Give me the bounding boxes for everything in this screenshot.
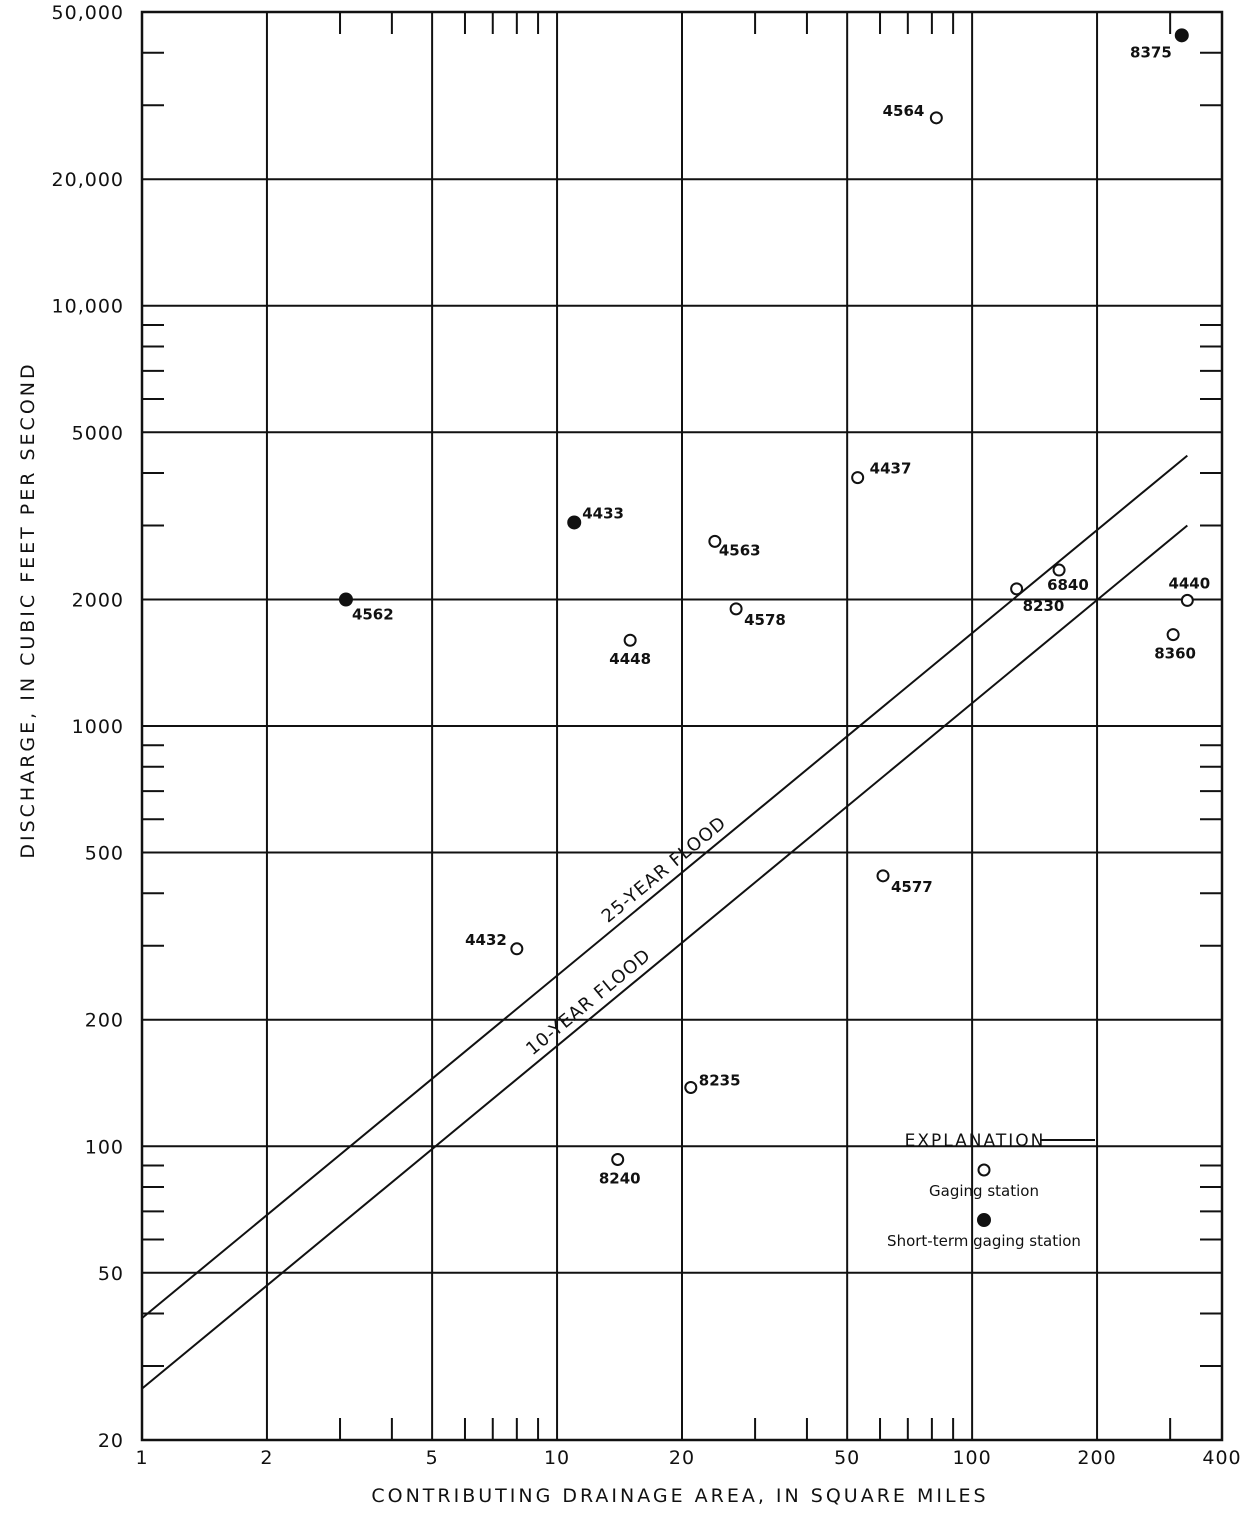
point-label: 8375 [1130, 43, 1172, 61]
y-tick-label: 5000 [72, 422, 124, 444]
x-tick-label: 50 [834, 1447, 860, 1469]
flood-line [141, 454, 1188, 1319]
x-tick-label: 10 [544, 1447, 570, 1469]
flood-line-label: 25-YEAR FLOOD [598, 812, 731, 927]
legend-title: EXPLANATION [905, 1131, 1046, 1151]
point-label: 8230 [1023, 597, 1065, 615]
y-axis-title: DISCHARGE, IN CUBIC FEET PER SECOND [17, 361, 39, 858]
x-tick-label: 20 [669, 1447, 695, 1469]
legend-marker-open [977, 1163, 991, 1177]
point-label: 4437 [870, 460, 912, 478]
flood-line-label: 10-YEAR FLOOD [522, 945, 655, 1060]
legend-item-label: Gaging station [929, 1182, 1039, 1200]
gaging-station-point [1010, 582, 1024, 596]
legend-item-label: Short-term gaging station [887, 1232, 1081, 1250]
point-label: 8235 [699, 1071, 741, 1089]
legend: EXPLANATION Gaging station Short-term gagi… [887, 1131, 1095, 1250]
gaging-station-point [684, 1080, 698, 1094]
gaging-station-point [876, 869, 890, 883]
x-tick-label: 2 [260, 1447, 273, 1469]
x-tick-label: 100 [952, 1447, 991, 1469]
x-tick-label: 400 [1202, 1447, 1241, 1469]
short-term-station-point [1174, 28, 1189, 43]
x-tick-label: 200 [1077, 1447, 1116, 1469]
legend-marker-filled [977, 1213, 991, 1227]
y-tick-label: 2000 [72, 589, 124, 611]
gaging-station-point [1166, 628, 1180, 642]
point-label: 4564 [883, 102, 925, 120]
y-tick-label: 100 [85, 1136, 124, 1158]
x-tick-label: 1 [135, 1447, 148, 1469]
y-tick-label: 10,000 [52, 296, 124, 318]
gaging-station-point [611, 1152, 625, 1166]
point-label: 4448 [609, 650, 651, 668]
point-label: 4577 [891, 878, 933, 896]
tick-labels: 1 2 5 10 20 50 100 200 400 20 50 100 200 500 1000 2000 5… [52, 2, 1241, 1469]
point-label: 4563 [719, 541, 761, 559]
y-tick-label: 50 [98, 1263, 124, 1285]
y-tick-label: 500 [85, 843, 124, 865]
y-tick-label: 200 [85, 1010, 124, 1032]
minor-ticks [142, 12, 1222, 1440]
y-tick-label: 50,000 [52, 2, 124, 24]
y-tick-label: 20 [98, 1430, 124, 1452]
plot-frame [140, 10, 1224, 1442]
flood-line [141, 524, 1188, 1390]
gaging-station-point [1052, 563, 1066, 577]
gaging-station-point [851, 471, 865, 485]
data-points: 4564 4437 4563 4578 4448 6840 8230 4440 8360 4577… [338, 28, 1210, 1187]
x-axis-title: CONTRIBUTING DRAINAGE AREA, IN SQUARE MI… [371, 1485, 988, 1507]
gaging-station-point [510, 942, 524, 956]
gaging-station-point [708, 534, 722, 548]
point-label: 8240 [599, 1169, 641, 1187]
point-label: 4440 [1168, 574, 1210, 592]
point-label: 4432 [465, 931, 507, 949]
short-term-station-point [567, 515, 582, 530]
point-label: 4433 [582, 504, 624, 522]
plot-border [140, 10, 1224, 1442]
gaging-station-point [1180, 593, 1194, 607]
x-tick-label: 5 [426, 1447, 439, 1469]
gaging-station-point [623, 633, 637, 647]
point-label: 6840 [1047, 576, 1089, 594]
gaging-station-point [729, 602, 743, 616]
y-tick-label: 20,000 [52, 169, 124, 191]
y-tick-label: 1000 [72, 716, 124, 738]
short-term-station-point [338, 592, 353, 607]
point-label: 4578 [744, 611, 786, 629]
point-label: 4562 [352, 605, 394, 623]
gridlines [141, 12, 1223, 1440]
gaging-station-point [929, 111, 943, 125]
point-label: 8360 [1154, 645, 1196, 663]
